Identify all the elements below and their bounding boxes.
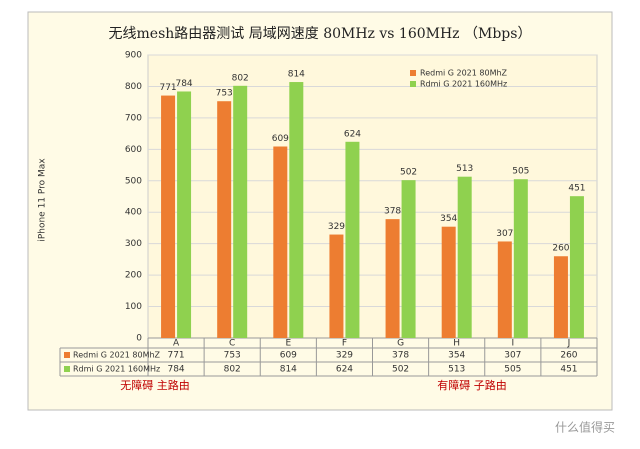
- x-tick-label: E: [285, 339, 291, 349]
- y-tick-label: 500: [125, 176, 142, 186]
- bar: [441, 226, 456, 338]
- data-label: 753: [216, 89, 233, 99]
- y-tick-label: 700: [125, 113, 142, 123]
- data-label: 502: [400, 168, 417, 178]
- data-label: 260: [552, 244, 569, 254]
- y-tick-label: 400: [125, 208, 142, 218]
- y-tick-label: 900: [125, 51, 142, 61]
- bar: [513, 179, 528, 338]
- bar: [401, 180, 416, 338]
- x-tick-label: A: [173, 339, 180, 349]
- y-tick-label: 600: [125, 145, 142, 155]
- annotation: 无障碍 主路由: [120, 378, 190, 392]
- legend-label: Redmi G 2021 80MhZ: [420, 69, 508, 78]
- table-cell: 609: [280, 351, 297, 361]
- bar: [345, 141, 360, 338]
- x-tick-label: J: [567, 339, 571, 349]
- data-label: 329: [328, 222, 345, 232]
- data-label: 354: [440, 214, 457, 224]
- bar: [569, 196, 584, 338]
- data-label: 784: [175, 79, 192, 89]
- bar: [217, 101, 232, 339]
- data-label: 814: [288, 70, 305, 80]
- table-cell: 505: [504, 365, 521, 375]
- y-tick-label: 800: [125, 82, 142, 92]
- table-cell: 378: [392, 351, 409, 361]
- data-label: 624: [344, 129, 361, 139]
- bar: [161, 95, 176, 339]
- bar: [289, 82, 304, 338]
- y-tick-label: 200: [125, 271, 142, 281]
- bar: [177, 91, 192, 338]
- bar: [553, 256, 568, 338]
- table-cell: 814: [280, 365, 297, 375]
- y-tick-label: 100: [125, 302, 142, 312]
- annotation: 有障碍 子路由: [437, 378, 507, 392]
- bar: [329, 234, 344, 338]
- data-label: 609: [272, 134, 289, 144]
- bar: [457, 176, 472, 338]
- x-tick-label: F: [342, 339, 347, 349]
- data-label: 513: [456, 164, 473, 174]
- x-tick-label: G: [397, 339, 404, 349]
- x-tick-label: C: [229, 339, 235, 349]
- bar: [497, 241, 512, 338]
- bar: [385, 219, 400, 338]
- y-tick-label: 300: [125, 239, 142, 249]
- table-cell: 451: [560, 365, 577, 375]
- data-label: 451: [568, 184, 585, 194]
- table-legend-key: [64, 352, 70, 358]
- data-label: 307: [496, 229, 513, 239]
- legend-label: Rdmi G 2021 160MHz: [420, 80, 507, 89]
- chart-title: 无线mesh路由器测试 局域网速度 80MHz vs 160MHz （Mbps）: [109, 26, 532, 42]
- x-tick-label: H: [453, 339, 460, 349]
- data-label: 802: [232, 73, 249, 83]
- y-axis-label: iPhone 11 Pro Max: [38, 158, 48, 242]
- data-label: 771: [159, 83, 176, 93]
- table-cell: 502: [392, 365, 409, 375]
- y-tick-label: 0: [136, 334, 142, 344]
- table-cell: 802: [224, 365, 241, 375]
- legend-key: [410, 70, 416, 76]
- table-cell: 771: [167, 351, 184, 361]
- bar: [273, 146, 288, 338]
- table-cell: 260: [560, 351, 577, 361]
- table-series-name: Rdmi G 2021 160MHz: [73, 365, 160, 374]
- legend-key: [410, 81, 416, 87]
- table-cell: 329: [336, 351, 353, 361]
- table-cell: 624: [336, 365, 353, 375]
- table-cell: 354: [448, 351, 465, 361]
- data-label: 378: [384, 207, 401, 217]
- table-cell: 784: [167, 365, 184, 375]
- table-cell: 513: [448, 365, 465, 375]
- bar: [233, 85, 248, 338]
- table-legend-key: [64, 366, 70, 372]
- table-cell: 753: [224, 351, 241, 361]
- watermark: 什么值得买: [555, 420, 615, 435]
- data-label: 505: [512, 167, 529, 177]
- x-tick-label: I: [511, 339, 514, 349]
- table-cell: 307: [504, 351, 521, 361]
- table-series-name: Redmi G 2021 80MhZ: [73, 351, 161, 360]
